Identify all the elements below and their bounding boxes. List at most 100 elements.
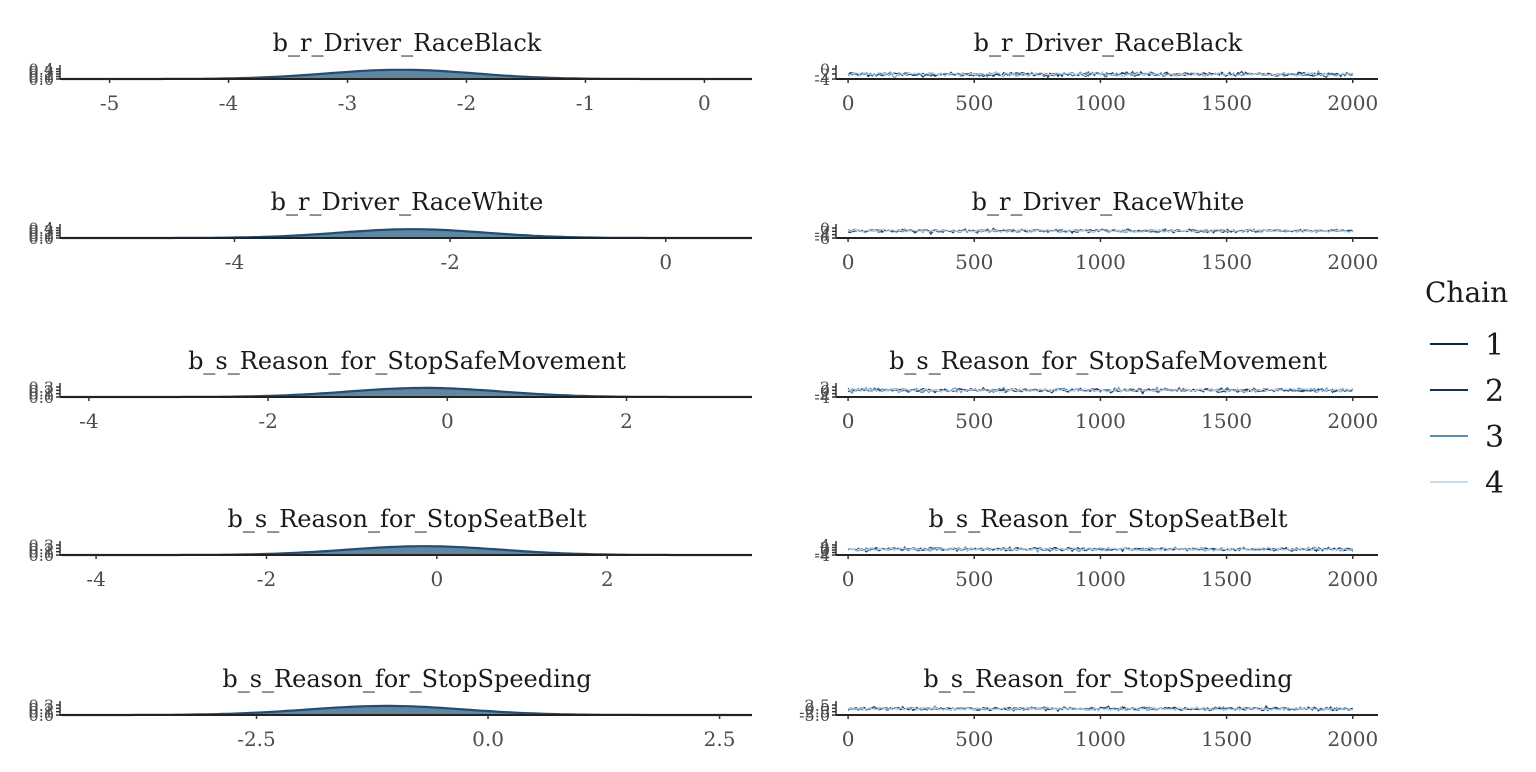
density-y-tick-label-0-0: 0.0: [29, 70, 54, 89]
trace-x-tick-label-2-4: 2000: [1327, 409, 1378, 433]
density-y-tick-label-4-1: 0.1: [29, 703, 54, 722]
density-x-tick-label-4-1: 0.0: [472, 727, 504, 751]
density-x-tick-label-0-2: -3: [338, 91, 357, 115]
density-panel-3: b_s_Reason_for_StopSeatBelt 0.00.10.20.3 -…: [29, 505, 752, 591]
trace-x-tick-label-0-1: 500: [955, 91, 993, 115]
density-y-tick-label-3-0: 0.0: [29, 546, 54, 565]
trace-x-tick-label-4-4: 2000: [1327, 727, 1378, 751]
trace-x-tick-label-1-2: 1000: [1075, 250, 1126, 274]
density-x-tick-label-0-5: 0: [698, 91, 711, 115]
density-title-3: b_s_Reason_for_StopSeatBelt: [228, 505, 587, 533]
density-x-tick-label-3-3: 2: [601, 567, 614, 591]
trace-title-0: b_r_Driver_RaceBlack: [974, 29, 1243, 57]
trace-y-tick-label-2-2: 0: [820, 381, 830, 400]
trace-y-tick-label-3-3: 2: [820, 539, 830, 558]
density-y-tick-label-0-2: 0.2: [29, 65, 54, 84]
density-y-tick-label-3-2: 0.2: [29, 539, 54, 558]
trace-x-tick-label-3-0: 0: [842, 567, 855, 591]
trace-y-tick-label-2-1: -2: [814, 385, 830, 404]
trace-y-tick-label-4-0: -5.0: [799, 706, 830, 725]
density-x-tick-label-4-0: -2.5: [237, 727, 276, 751]
trace-title-2: b_s_Reason_for_StopSafeMovement: [889, 347, 1327, 375]
trace-x-tick-label-0-3: 1500: [1201, 91, 1252, 115]
density-y-tick-label-0-4: 0.4: [29, 60, 54, 79]
legend-title: Chain: [1425, 276, 1508, 309]
density-x-tick-label-1-1: -2: [440, 250, 459, 274]
legend-label-3: 3: [1485, 420, 1504, 455]
trace-x-tick-label-4-3: 1500: [1201, 727, 1252, 751]
trace-x-tick-label-2-3: 1500: [1201, 409, 1252, 433]
trace-y-tick-label-3-4: 4: [820, 536, 830, 555]
trace-x-tick-label-1-1: 500: [955, 250, 993, 274]
density-y-tick-label-4-0: 0.0: [29, 706, 54, 725]
legend-entry-2: 2: [1430, 374, 1504, 409]
trace-y-tick-label-3-0: -4: [814, 546, 830, 565]
density-x-tick-label-4-2: 2.5: [704, 727, 736, 751]
chain-legend: Chain 1 2 3 4: [1425, 276, 1508, 501]
density-panel-4: b_s_Reason_for_StopSpeeding0.00.10.20.3-…: [29, 665, 752, 751]
trace-y-tick-label-3-1: -2: [814, 544, 830, 563]
trace-x-tick-label-3-3: 1500: [1201, 567, 1252, 591]
trace-x-tick-label-1-3: 1500: [1201, 250, 1252, 274]
density-y-tick-label-4-3: 0.3: [29, 696, 54, 715]
trace-title-1: b_r_Driver_RaceWhite: [972, 188, 1245, 216]
trace-line-2-chain-4: [847, 386, 1353, 394]
density-y-tick-label-4-2: 0.2: [29, 699, 54, 718]
trace-y-tick-label-1-0: -6: [814, 229, 830, 248]
density-x-tick-label-2-1: -2: [258, 409, 277, 433]
density-y-tick-label-1-1: 0.1: [29, 227, 54, 246]
density-y-tick-label-1-3: 0.3: [29, 222, 54, 241]
density-title-0: b_r_Driver_RaceBlack: [273, 29, 542, 57]
density-x-tick-label-0-1: -4: [219, 91, 238, 115]
density-y-tick-label-2-2: 0.2: [29, 381, 54, 400]
trace-y-tick-label-2-0: -4: [814, 388, 830, 407]
trace-x-tick-label-3-1: 500: [955, 567, 993, 591]
trace-y-tick-label-4-3: 2.5: [805, 696, 830, 715]
trace-y-tick-label-1-2: -2: [814, 222, 830, 241]
trace-line-2-chain-3: [847, 386, 1354, 394]
density-x-tick-label-0-0: -5: [100, 91, 119, 115]
density-title-4: b_s_Reason_for_StopSpeeding: [222, 665, 591, 693]
trace-x-tick-label-2-0: 0: [842, 409, 855, 433]
density-panel-1: b_r_Driver_RaceWhite 0.00.10.20.30.4 -4 -2 0: [29, 188, 752, 274]
trace-panel-0: b_r_Driver_RaceBlack-4-200 500 1000 1500 200…: [814, 29, 1378, 115]
density-area-1: [62, 229, 752, 238]
legend-entry-1: 1: [1430, 328, 1504, 363]
density-area-0: [62, 69, 752, 79]
trace-line-4-chain-4: [848, 705, 1354, 713]
density-x-tick-label-2-3: 2: [620, 409, 633, 433]
trace-y-tick-label-0-0: -4: [814, 70, 830, 89]
density-title-1: b_r_Driver_RaceWhite: [271, 188, 544, 216]
trace-y-tick-label-4-2: 0.0: [805, 699, 830, 718]
trace-line-1-chain-4: [847, 228, 1353, 235]
trace-x-tick-label-0-0: 0: [842, 91, 855, 115]
density-area-3: [62, 546, 752, 555]
density-y-tick-label-0-3: 0.3: [29, 63, 54, 82]
density-y-tick-label-3-3: 0.3: [29, 536, 54, 555]
trace-y-tick-label-4-1: -2.5: [799, 703, 830, 722]
legend-entry-4: 4: [1430, 466, 1504, 501]
density-x-tick-label-1-0: -4: [225, 250, 244, 274]
trace-x-tick-label-0-2: 1000: [1075, 91, 1126, 115]
trace-x-tick-label-1-0: 0: [842, 250, 855, 274]
density-x-tick-label-1-2: 0: [659, 250, 672, 274]
legend-entry-3: 3: [1430, 420, 1504, 455]
trace-y-tick-label-1-1: -4: [814, 226, 830, 245]
trace-panel-1: b_r_Driver_RaceWhite-6-4-200 500 1000 1500 2…: [814, 188, 1378, 274]
trace-panel-4: b_s_Reason_for_StopSpeeding -5.0-2.50.02.…: [799, 665, 1378, 751]
density-y-tick-label-2-3: 0.3: [29, 378, 54, 397]
density-x-tick-label-0-4: -1: [576, 91, 595, 115]
trace-title-3: b_s_Reason_for_StopSeatBelt: [929, 505, 1288, 533]
density-y-tick-label-2-0: 0.0: [29, 388, 54, 407]
legend-label-2: 2: [1485, 374, 1504, 409]
trace-x-tick-label-4-0: 0: [842, 727, 855, 751]
trace-y-tick-label-2-3: 2: [820, 378, 830, 397]
density-x-tick-label-3-1: -2: [257, 567, 276, 591]
density-x-tick-label-2-2: 0: [441, 409, 454, 433]
trace-x-tick-label-4-1: 500: [955, 727, 993, 751]
trace-x-tick-label-3-4: 2000: [1327, 567, 1378, 591]
trace-line-0-chain-4: [847, 70, 1354, 79]
